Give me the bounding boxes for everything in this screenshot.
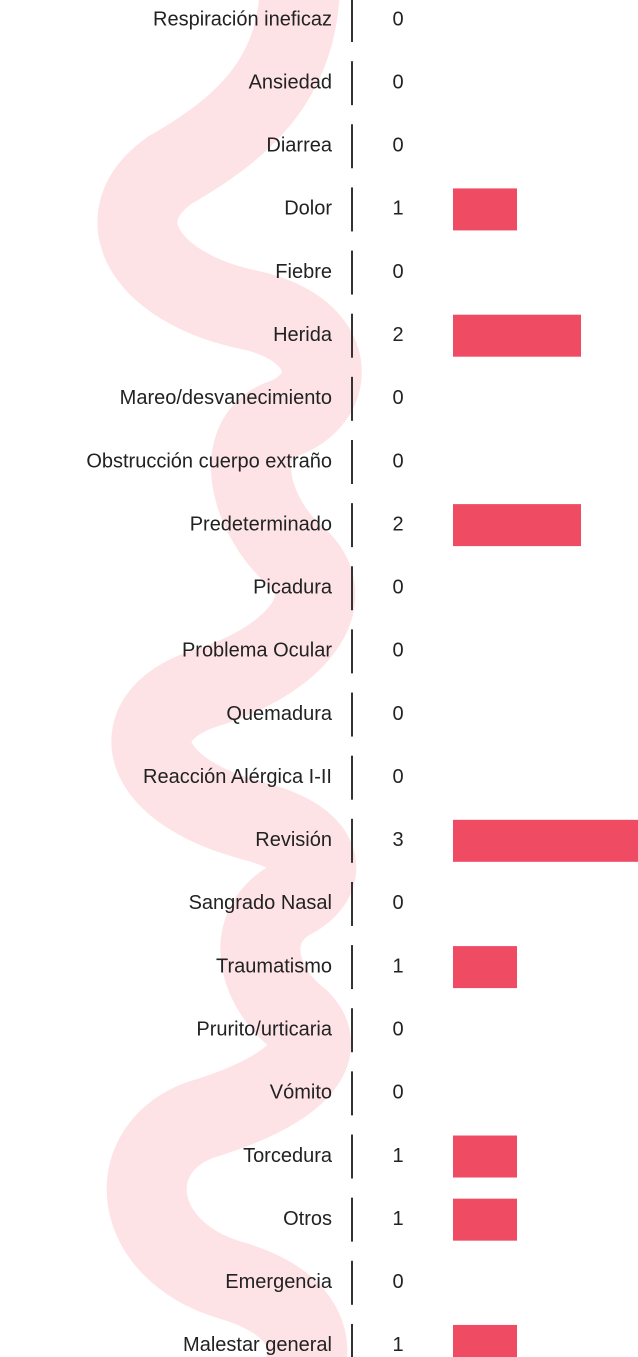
category-label: Quemadura: [226, 703, 332, 725]
value-label: 0: [392, 71, 403, 93]
category-label: Problema Ocular: [182, 640, 332, 662]
value-label: 0: [392, 640, 403, 662]
value-label: 3: [392, 829, 403, 851]
value-label: 1: [392, 198, 403, 220]
category-label: Prurito/urticaria: [196, 1019, 332, 1041]
category-label: Herida: [273, 324, 333, 346]
category-label: Emergencia: [225, 1271, 333, 1293]
value-label: 2: [392, 513, 403, 535]
bar: [453, 1199, 517, 1241]
value-label: 0: [392, 766, 403, 788]
value-label: 0: [392, 450, 403, 472]
category-label: Obstrucción cuerpo extraño: [86, 450, 332, 472]
category-label: Otros: [283, 1208, 332, 1230]
category-label: Ansiedad: [249, 71, 332, 93]
category-label: Picadura: [253, 577, 333, 599]
bar: [453, 820, 638, 862]
value-label: 0: [392, 1082, 403, 1104]
bar: [453, 315, 581, 357]
bar: [453, 188, 517, 230]
category-label: Predeterminado: [190, 513, 332, 535]
bar: [453, 1136, 517, 1178]
bar: [453, 1325, 517, 1357]
category-label: Respiración ineficaz: [153, 8, 332, 30]
bar: [453, 946, 517, 988]
category-label: Diarrea: [266, 135, 332, 157]
value-label: 0: [392, 703, 403, 725]
chart: Respiración ineficaz 0 Ansiedad 0 Diarrea 0 Do…: [0, 0, 638, 1357]
value-label: 1: [392, 955, 403, 977]
category-label: Torcedura: [243, 1145, 333, 1167]
value-label: 1: [392, 1334, 403, 1356]
category-label: Revisión: [255, 829, 332, 851]
category-label: Sangrado Nasal: [189, 892, 332, 914]
category-label: Reacción Alérgica I-II: [143, 766, 332, 788]
category-label: Malestar general: [183, 1334, 332, 1356]
category-label: Mareo/desvanecimiento: [120, 387, 332, 409]
bar: [453, 504, 581, 546]
category-label: Vómito: [270, 1082, 332, 1104]
value-label: 0: [392, 8, 403, 30]
value-label: 0: [392, 135, 403, 157]
category-label: Dolor: [284, 198, 332, 220]
value-label: 0: [392, 577, 403, 599]
value-label: 1: [392, 1145, 403, 1167]
category-label: Fiebre: [275, 261, 332, 283]
value-label: 0: [392, 892, 403, 914]
value-label: 2: [392, 324, 403, 346]
page: {"chart_data": {"type": "bar", "orientat…: [0, 0, 638, 1357]
category-label: Traumatismo: [216, 955, 332, 977]
value-label: 1: [392, 1208, 403, 1230]
value-label: 0: [392, 1271, 403, 1293]
value-label: 0: [392, 387, 403, 409]
value-label: 0: [392, 261, 403, 283]
value-label: 0: [392, 1019, 403, 1041]
